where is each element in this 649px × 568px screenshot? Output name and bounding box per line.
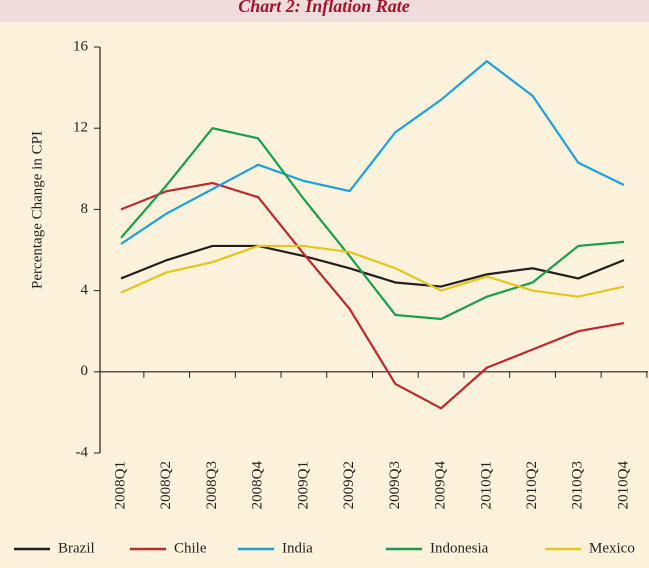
y-tick-label: 16 bbox=[73, 38, 89, 54]
series-line bbox=[120, 126, 625, 321]
series-line bbox=[120, 244, 625, 298]
x-tick-label: 2009Q1 bbox=[295, 461, 311, 509]
x-tick-label: 2008Q2 bbox=[158, 461, 174, 509]
x-tick-label: 2008Q3 bbox=[204, 461, 220, 509]
series-line bbox=[120, 59, 625, 245]
legend-label: India bbox=[282, 540, 313, 556]
y-tick-label: 0 bbox=[81, 363, 89, 379]
series-line bbox=[120, 181, 625, 410]
x-tick-label: 2010Q2 bbox=[524, 461, 540, 509]
y-axis-label: Percentage Change in CPI bbox=[29, 131, 45, 289]
y-tick-label: -4 bbox=[76, 444, 89, 460]
x-tick-label: 2009Q2 bbox=[341, 461, 357, 509]
legend-label: Brazil bbox=[58, 540, 95, 556]
legend-label: Indonesia bbox=[430, 540, 489, 556]
x-tick-label: 2010Q1 bbox=[478, 461, 494, 509]
legend-label: Mexico bbox=[589, 540, 635, 556]
x-tick-label: 2008Q1 bbox=[112, 461, 128, 509]
y-tick-label: 4 bbox=[81, 282, 89, 298]
x-tick-label: 2008Q4 bbox=[250, 461, 266, 510]
x-tick-label: 2009Q3 bbox=[387, 461, 403, 509]
y-tick-label: 8 bbox=[81, 201, 89, 217]
x-tick-label: 2009Q4 bbox=[433, 461, 449, 510]
legend-label: Chile bbox=[174, 540, 207, 556]
chart-title: Chart 2: Inflation Rate bbox=[238, 0, 410, 16]
series-line bbox=[120, 244, 625, 288]
title-band bbox=[0, 0, 649, 22]
x-tick-label: 2010Q4 bbox=[615, 461, 631, 510]
y-tick-label: 12 bbox=[73, 120, 88, 136]
x-tick-label: 2010Q3 bbox=[570, 461, 586, 509]
